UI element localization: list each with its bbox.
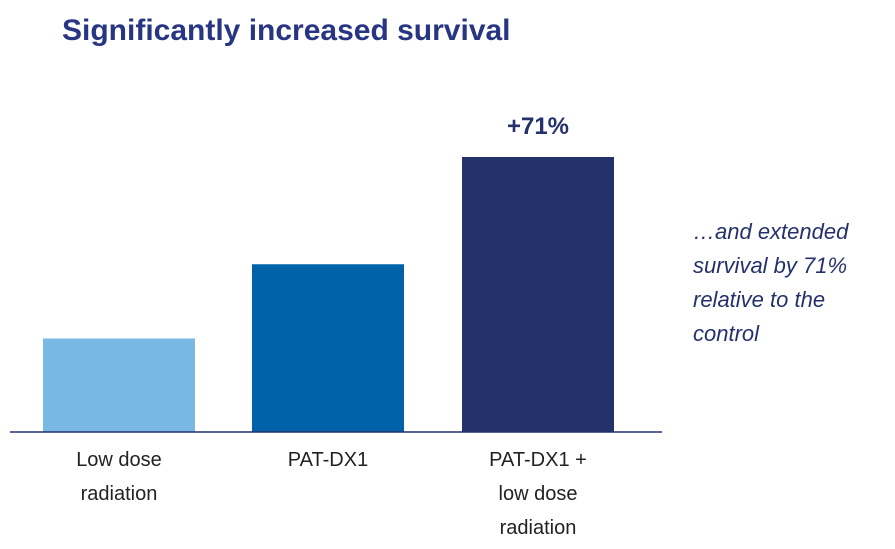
- x-tick-label: Low dose radiation: [76, 449, 162, 505]
- bar-annotation: +71%: [506, 113, 570, 140]
- chart-title: Significantly increased survival: [62, 14, 511, 47]
- x-tick-label: PAT-DX1 + low dose radiation: [489, 449, 587, 539]
- side-note-line: …and extended: [693, 219, 849, 244]
- side-note-line: relative to the: [693, 287, 826, 312]
- side-note-line: control: [693, 321, 760, 346]
- side-note-line: survival by 71%: [693, 253, 848, 278]
- bar: [252, 264, 404, 432]
- bar: [43, 338, 195, 432]
- bar: [462, 157, 614, 432]
- x-tick-label: PAT-DX1: [287, 449, 369, 471]
